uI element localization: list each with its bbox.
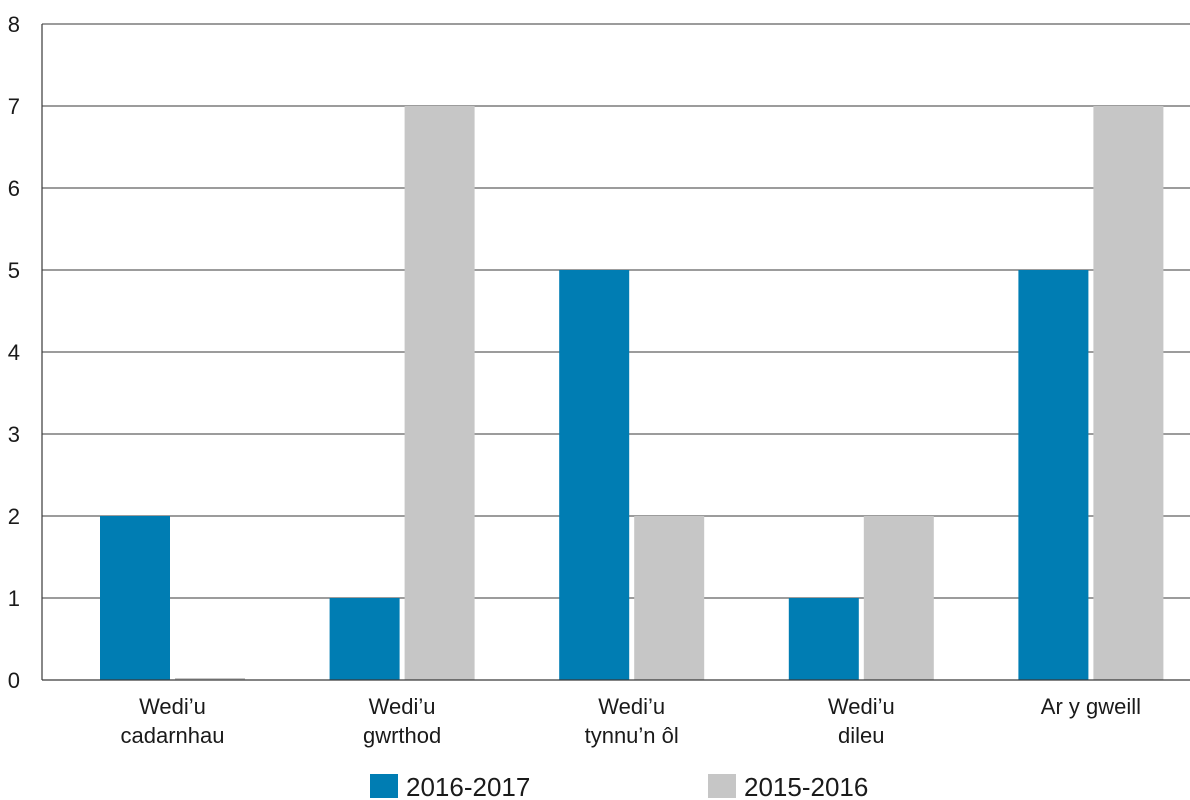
y-tick-label: 8 (8, 12, 20, 37)
x-category-label: cadarnhau (121, 723, 225, 748)
y-tick-label: 3 (8, 422, 20, 447)
bar-2015-2016-0 (175, 678, 245, 680)
legend-label-2015-2016: 2015-2016 (744, 772, 868, 800)
y-tick-label: 0 (8, 668, 20, 693)
y-tick-label: 7 (8, 94, 20, 119)
bars (100, 106, 1164, 680)
bar-2015-2016-3 (863, 516, 934, 680)
y-tick-label: 4 (8, 340, 20, 365)
x-axis-category-labels: Wedi’u cadarnhau Wedi’u gwrthod Wedi’u tynnu’… (121, 694, 1142, 748)
bar-2016-2017-1 (329, 598, 400, 680)
x-category-label: tynnu’n ôl (585, 723, 679, 748)
bar-2015-2016-2 (634, 516, 705, 680)
y-tick-label: 6 (8, 176, 20, 201)
x-category-label: Wedi’u (828, 694, 895, 719)
x-category-label: dileu (838, 723, 884, 748)
y-tick-label: 2 (8, 504, 20, 529)
y-tick-label: 5 (8, 258, 20, 283)
y-axis-tick-labels: 0 1 2 3 4 5 6 7 8 (8, 12, 20, 693)
x-category-label: Wedi’u (598, 694, 665, 719)
bar-2016-2017-2 (559, 270, 630, 680)
bar-2016-2017-4 (1018, 270, 1089, 680)
bar-2015-2016-1 (404, 106, 475, 680)
bar-2016-2017-3 (788, 598, 859, 680)
axes (41, 24, 1190, 681)
x-category-label: Ar y gweill (1041, 694, 1141, 719)
legend-swatch-2016-2017 (370, 774, 398, 798)
bar-2016-2017-0 (100, 516, 170, 680)
x-category-label: Wedi’u (369, 694, 436, 719)
x-category-label: Wedi’u (139, 694, 206, 719)
bar-2015-2016-4 (1093, 106, 1164, 680)
x-category-label: gwrthod (363, 723, 441, 748)
legend-swatch-2015-2016 (708, 774, 736, 798)
legend-label-2016-2017: 2016-2017 (406, 772, 530, 800)
y-tick-label: 1 (8, 586, 20, 611)
legend: 2016-2017 2015-2016 (370, 772, 868, 800)
